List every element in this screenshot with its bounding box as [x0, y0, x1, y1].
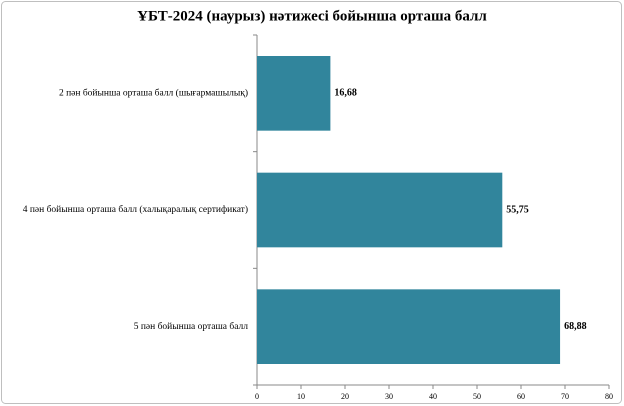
value-label: 16,68: [334, 88, 357, 99]
x-tick-label: 10: [297, 392, 305, 401]
chart-title: ҰБТ-2024 (наурыз) нәтижесі бойынша орташ…: [137, 8, 487, 24]
bar: [257, 172, 503, 248]
y-tick-label: 5 пән бойынша орташа балл: [134, 321, 249, 332]
x-tick-label: 40: [429, 392, 437, 401]
x-tick-label: 80: [605, 392, 613, 401]
x-tick-label: 70: [561, 392, 569, 401]
value-label: 55,75: [506, 204, 529, 215]
x-tick-label: 60: [517, 392, 525, 401]
x-tick-label: 30: [385, 392, 393, 401]
x-tick-label: 0: [255, 392, 259, 401]
value-label: 68,88: [564, 321, 587, 332]
x-tick-label: 20: [341, 392, 349, 401]
bar: [257, 56, 331, 131]
bar: [257, 289, 561, 364]
x-tick-label: 50: [473, 392, 481, 401]
y-tick-label: 2 пән бойынша орташа балл (шығармашылық): [59, 88, 248, 99]
y-tick-label: 4 пән бойынша орташа балл (халықаралық с…: [23, 204, 248, 215]
